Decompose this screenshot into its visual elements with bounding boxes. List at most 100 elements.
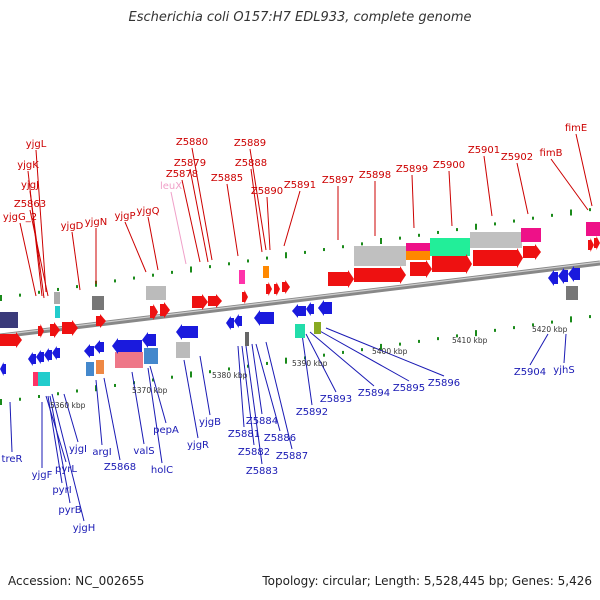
forward-gene-arrow[interactable] [410, 260, 432, 278]
gene-label-z5883[interactable]: Z5883 [246, 466, 278, 477]
gene-label-z5894[interactable]: Z5894 [358, 388, 390, 399]
forward-gene-arrow[interactable] [473, 248, 523, 268]
forward-gene-arrow[interactable] [274, 282, 280, 296]
reverse-gene-arrow[interactable] [112, 338, 142, 354]
forward-gene-arrow[interactable] [208, 294, 222, 308]
gene-label-z5887[interactable]: Z5887 [276, 451, 308, 462]
gene-label-pepa[interactable]: pepA [153, 425, 179, 436]
reverse-gene-arrow[interactable] [0, 362, 6, 376]
gene-label-z5888[interactable]: Z5888 [235, 158, 267, 169]
gene-label-argi[interactable]: argI [92, 447, 111, 458]
reverse-gene-arrow[interactable] [36, 350, 44, 364]
forward-gene-arrow[interactable] [150, 304, 158, 320]
gene-label-z5882[interactable]: Z5882 [238, 447, 270, 458]
gene-label-z5893[interactable]: Z5893 [320, 394, 352, 405]
reverse-gene-arrow[interactable] [28, 352, 36, 366]
gene-label-pyrb[interactable]: pyrB [58, 505, 81, 516]
gene-label-z5902[interactable]: Z5902 [501, 152, 533, 163]
reverse-gene-arrow[interactable] [94, 340, 104, 354]
forward-gene-arrow[interactable] [588, 238, 594, 252]
gene-label-trer[interactable]: treR [2, 454, 23, 465]
gene-label-z5895[interactable]: Z5895 [393, 383, 425, 394]
gene-label-yjgj[interactable]: yjgJ [21, 180, 39, 191]
gene-label-z5881[interactable]: Z5881 [228, 429, 260, 440]
gene-label-z5880[interactable]: Z5880 [176, 137, 208, 148]
gene-label-z5879[interactable]: Z5879 [174, 158, 206, 169]
reverse-gene-arrow[interactable] [234, 314, 242, 328]
reverse-gene-arrow[interactable] [176, 324, 198, 340]
reverse-gene-arrow[interactable] [292, 304, 306, 318]
gene-label-yjgi[interactable]: yjgI [69, 444, 87, 455]
gene-label-yjgn[interactable]: yjgN [85, 217, 108, 228]
forward-gene-arrow[interactable] [38, 324, 44, 338]
forward-gene-arrow[interactable] [0, 332, 22, 348]
forward-gene-arrow[interactable] [50, 322, 60, 338]
forward-gene-arrow[interactable] [523, 244, 541, 260]
reverse-gene-arrow[interactable] [318, 300, 332, 316]
reverse-gene-arrow[interactable] [84, 344, 94, 358]
reverse-gene-arrow[interactable] [548, 270, 558, 286]
forward-gene-arrow[interactable] [432, 254, 472, 274]
gene-label-pyrl[interactable]: pyrL [55, 464, 77, 475]
gene-label-pyri[interactable]: pyrI [52, 485, 71, 496]
gene-label-z5890[interactable]: Z5890 [251, 186, 283, 197]
forward-gene-arrow[interactable] [96, 314, 106, 328]
gene-label-z5863[interactable]: Z5863 [14, 199, 46, 210]
gene-label-yjgd[interactable]: yjgD [61, 221, 84, 232]
gene-label-yjgh[interactable]: yjgH [73, 523, 96, 534]
reverse-gene-arrow[interactable] [44, 348, 52, 362]
gene-callout-line [245, 345, 263, 465]
reverse-gene-arrow[interactable] [226, 316, 234, 330]
lower-tick [589, 315, 591, 319]
upper-tick [361, 242, 363, 246]
gene-label-yjgr[interactable]: yjgR [187, 440, 209, 451]
gene-callout-line [309, 331, 375, 387]
reverse-gene-arrow[interactable] [558, 268, 568, 284]
gene-label-holc[interactable]: holC [151, 465, 173, 476]
forward-gene-arrow[interactable] [266, 282, 272, 296]
forward-gene-arrow[interactable] [354, 266, 406, 284]
gene-label-fimb[interactable]: fimB [540, 148, 563, 159]
reverse-gene-arrow[interactable] [254, 310, 274, 326]
gene-label-yjgg_2[interactable]: yjgG_2 [3, 212, 37, 223]
gene-label-z5892[interactable]: Z5892 [296, 407, 328, 418]
gene-label-z5878[interactable]: Z5878 [166, 169, 198, 180]
gene-label-yjgp[interactable]: yjgP [114, 211, 135, 222]
gene-label-z5884[interactable]: Z5884 [246, 416, 278, 427]
gene-label-leux[interactable]: leuX [160, 181, 182, 192]
reverse-gene-arrow[interactable] [142, 332, 156, 348]
reverse-gene-arrow[interactable] [52, 346, 60, 360]
forward-gene-arrow[interactable] [282, 280, 290, 294]
gene-label-z5904[interactable]: Z5904 [514, 367, 546, 378]
forward-gene-arrow[interactable] [62, 320, 78, 336]
gene-label-z5900[interactable]: Z5900 [433, 160, 465, 171]
gene-label-yjgq[interactable]: yjgQ [137, 206, 160, 217]
feature-block [354, 246, 406, 266]
gene-label-z5901[interactable]: Z5901 [468, 145, 500, 156]
gene-label-z5896[interactable]: Z5896 [428, 378, 460, 389]
reverse-gene-arrow[interactable] [568, 266, 580, 282]
gene-label-fime[interactable]: fimE [565, 123, 587, 134]
gene-label-yjgl[interactable]: yjgL [26, 139, 47, 150]
lower-tick [19, 397, 21, 401]
forward-gene-arrow[interactable] [594, 236, 600, 250]
forward-gene-arrow[interactable] [328, 270, 354, 288]
gene-label-z5889[interactable]: Z5889 [234, 138, 266, 149]
gene-label-vals[interactable]: valS [133, 446, 154, 457]
gene-label-yjhs[interactable]: yjhS [553, 365, 574, 376]
gene-label-z5886[interactable]: Z5886 [264, 433, 296, 444]
gene-label-z5868[interactable]: Z5868 [104, 462, 136, 473]
forward-gene-arrow[interactable] [160, 302, 170, 318]
gene-label-z5898[interactable]: Z5898 [359, 170, 391, 181]
gene-label-z5897[interactable]: Z5897 [322, 175, 354, 186]
gene-label-z5899[interactable]: Z5899 [396, 164, 428, 175]
forward-gene-arrow[interactable] [242, 290, 248, 304]
forward-gene-arrow[interactable] [192, 294, 208, 310]
reverse-gene-arrow[interactable] [306, 302, 314, 316]
gene-label-yjgk[interactable]: yjgK [17, 160, 39, 171]
gene-label-yjgf[interactable]: yjgF [32, 470, 53, 481]
gene-label-yjgb[interactable]: yjgB [199, 417, 221, 428]
gene-label-z5885[interactable]: Z5885 [211, 173, 243, 184]
gene-label-z5891[interactable]: Z5891 [284, 180, 316, 191]
